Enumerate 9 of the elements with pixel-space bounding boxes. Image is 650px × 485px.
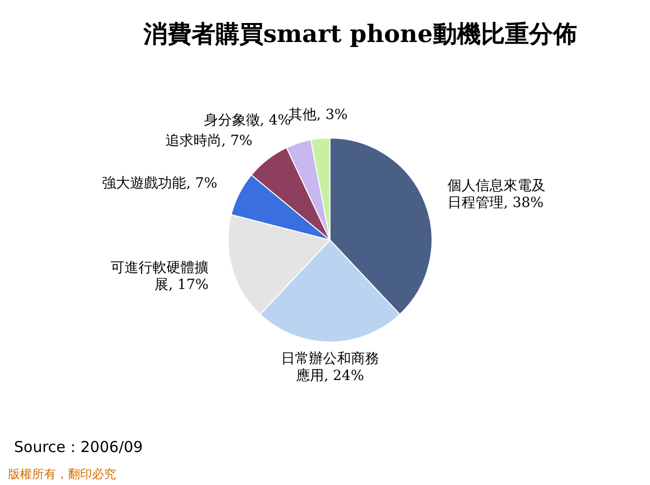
slice-label: 日常辦公和商務應用, 24% (281, 350, 379, 384)
slice-label: 個人信息來電及日程管理, 38% (448, 178, 546, 211)
chart-title: 消費者購買smart phone動機比重分佈 (142, 19, 577, 48)
source-note: Source：2006/09 (14, 438, 143, 456)
slice-label: 身分象徵, 4% (204, 112, 291, 129)
slice-label: 可進行軟硬體擴展, 17% (110, 260, 209, 293)
text: 版權所有，翻印必究 (8, 467, 116, 481)
slice-label: 追求時尚, 7% (165, 133, 252, 150)
slice-label: 強大遊戲功能, 7% (102, 176, 218, 192)
